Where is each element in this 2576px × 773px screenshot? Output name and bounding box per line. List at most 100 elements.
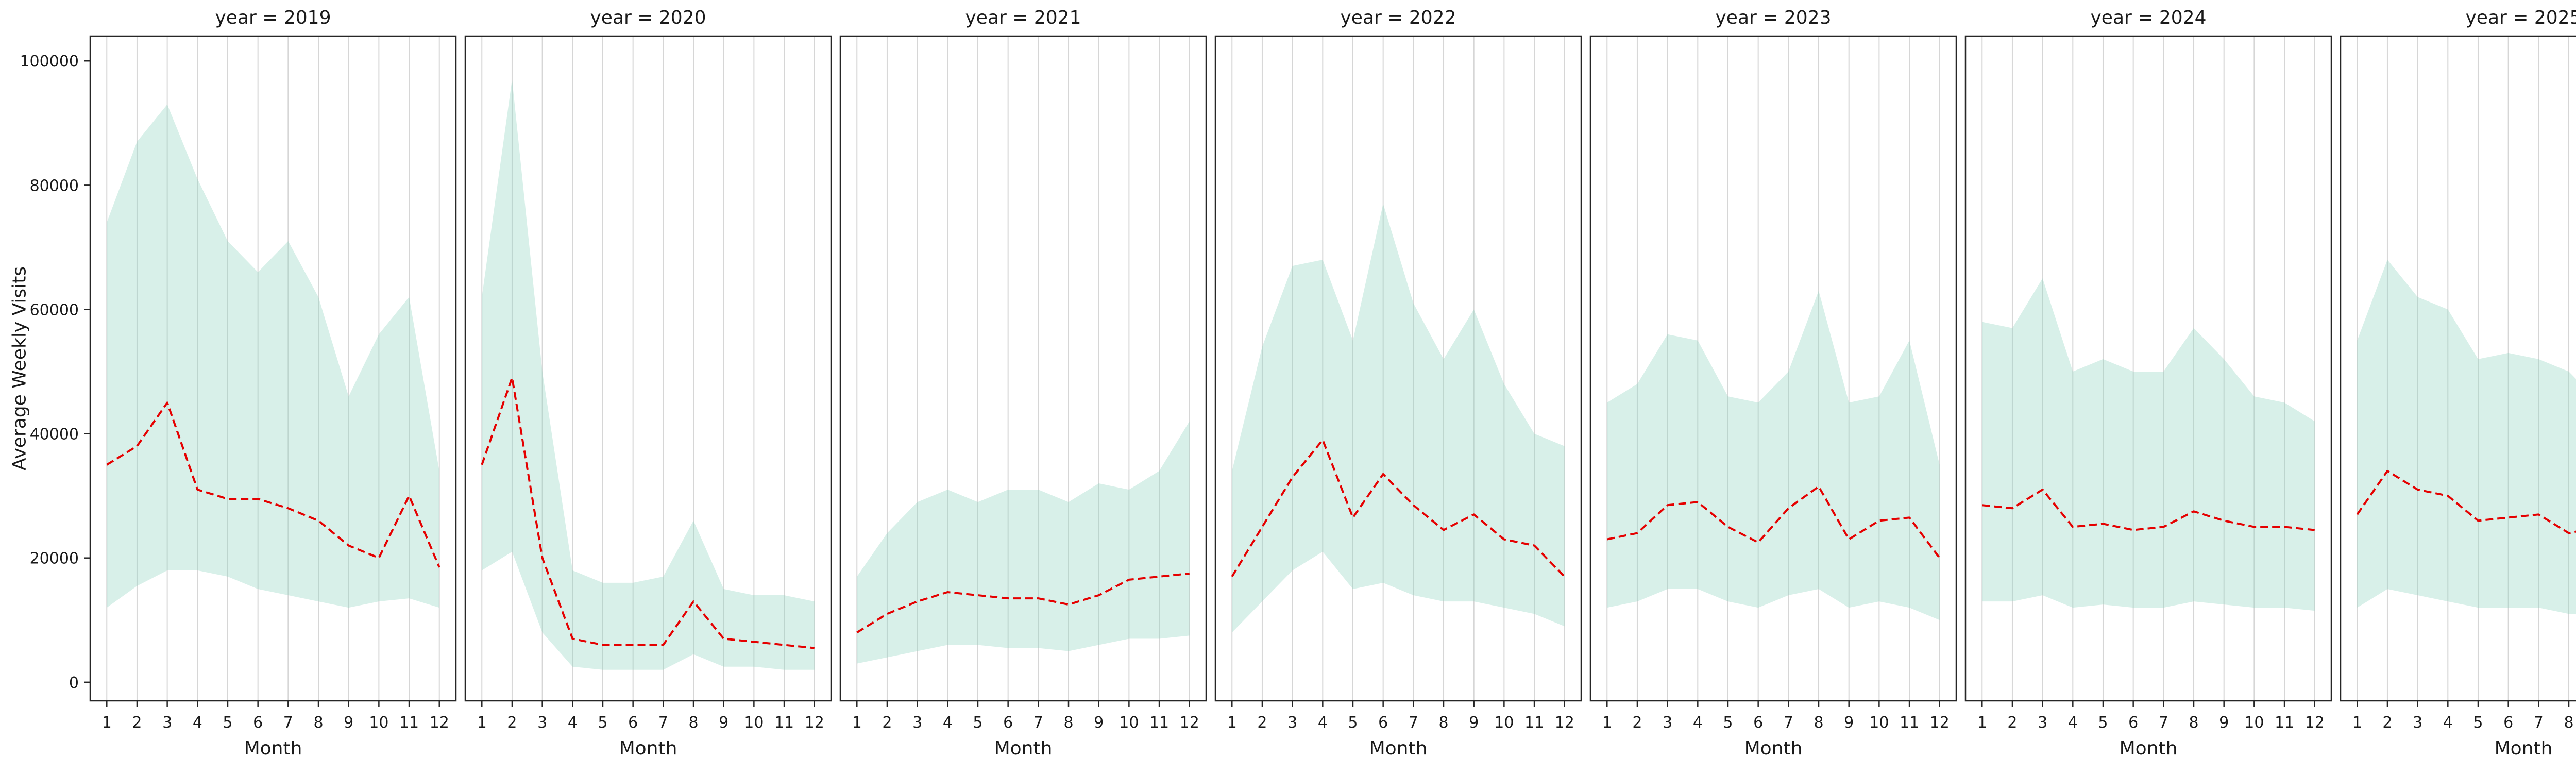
x-tick-label: 1 [1602, 714, 1612, 732]
x-axis-label: Month [1744, 738, 1803, 759]
x-tick-label: 9 [344, 714, 353, 732]
x-tick-label: 8 [313, 714, 323, 732]
x-tick-label: 9 [1469, 714, 1479, 732]
x-tick-label: 6 [253, 714, 263, 732]
x-tick-label: 2 [1257, 714, 1267, 732]
x-tick-label: 7 [658, 714, 668, 732]
y-tick-label: 60000 [30, 301, 79, 319]
x-tick-label: 7 [1033, 714, 1043, 732]
x-axis-label: Month [244, 738, 302, 759]
facet-title: year = 2023 [1716, 7, 1832, 28]
x-tick-label: 11 [2275, 714, 2294, 732]
x-tick-label: 4 [1318, 714, 1328, 732]
x-tick-label: 8 [1814, 714, 1823, 732]
x-tick-label: 8 [1438, 714, 1448, 732]
percentile-band [1607, 291, 1940, 620]
x-tick-label: 4 [943, 714, 953, 732]
x-tick-label: 5 [2473, 714, 2483, 732]
x-axis-label: Month [619, 738, 677, 759]
x-tick-label: 3 [1663, 714, 1672, 732]
x-tick-label: 3 [2413, 714, 2422, 732]
percentile-band [482, 79, 815, 670]
x-tick-label: 7 [1784, 714, 1793, 732]
x-tick-label: 2 [507, 714, 517, 732]
percentile-band [1982, 278, 2315, 611]
facet-title: year = 2024 [2091, 7, 2207, 28]
x-tick-label: 6 [1003, 714, 1013, 732]
x-tick-label: 10 [1119, 714, 1139, 732]
panel-border [1964, 35, 2332, 702]
facet-year-2025: year = 2025123456789101112Month [2340, 7, 2576, 759]
x-tick-label: 4 [193, 714, 202, 732]
median-line [481, 377, 815, 649]
facet-title: year = 2025 [2466, 7, 2576, 28]
x-tick-label: 5 [973, 714, 982, 732]
x-tick-label: 8 [2564, 714, 2573, 732]
x-tick-label: 7 [2159, 714, 2168, 732]
x-tick-label: 4 [2443, 714, 2453, 732]
x-tick-label: 8 [688, 714, 698, 732]
x-tick-label: 1 [852, 714, 862, 732]
facet-title: year = 2020 [590, 7, 706, 28]
facet-title: year = 2022 [1341, 7, 1456, 28]
median-line [856, 572, 1190, 634]
x-tick-label: 4 [1693, 714, 1703, 732]
x-tick-label: 6 [1753, 714, 1763, 732]
x-tick-label: 3 [2038, 714, 2047, 732]
x-tick-label: 3 [1287, 714, 1297, 732]
x-tick-label: 10 [1494, 714, 1514, 732]
x-tick-label: 11 [1524, 714, 1544, 732]
x-tick-label: 12 [2305, 714, 2325, 732]
x-tick-label: 11 [1149, 714, 1169, 732]
y-tick-label: 0 [69, 674, 79, 692]
x-tick-label: 2 [132, 714, 142, 732]
x-tick-label: 3 [537, 714, 547, 732]
percentile-band [1232, 204, 1565, 633]
x-axis-label: Month [2495, 738, 2553, 759]
x-tick-label: 8 [2189, 714, 2198, 732]
y-tick-label: 80000 [30, 177, 79, 195]
x-tick-label: 6 [1378, 714, 1388, 732]
panel-border [89, 35, 457, 702]
x-axis-label: Month [1369, 738, 1428, 759]
median-line [1982, 489, 2315, 531]
x-tick-label: 12 [1555, 714, 1574, 732]
percentile-band [857, 421, 1190, 664]
x-tick-label: 11 [399, 714, 419, 732]
x-tick-label: 10 [744, 714, 764, 732]
x-tick-label: 5 [598, 714, 607, 732]
x-tick-label: 1 [477, 714, 487, 732]
x-tick-label: 10 [2244, 714, 2264, 732]
x-tick-label: 1 [1227, 714, 1237, 732]
x-tick-label: 4 [568, 714, 578, 732]
panel-border [2340, 35, 2576, 702]
panel-border [839, 35, 1207, 702]
median-line [1231, 439, 1566, 578]
panel-border [1214, 35, 1582, 702]
x-tick-label: 10 [1869, 714, 1889, 732]
x-tick-label: 2 [882, 714, 892, 732]
x-tick-label: 1 [2352, 714, 2362, 732]
x-tick-label: 12 [805, 714, 824, 732]
x-tick-label: 1 [1977, 714, 1987, 732]
facet-title: year = 2019 [215, 7, 331, 28]
y-tick-label: 40000 [30, 426, 79, 444]
percentile-band [107, 104, 439, 608]
median-line [2356, 469, 2576, 534]
x-axis-label: Month [994, 738, 1053, 759]
x-tick-label: 12 [1180, 714, 1199, 732]
x-tick-label: 7 [283, 714, 293, 732]
x-tick-label: 3 [912, 714, 922, 732]
panel-border [464, 35, 832, 702]
x-tick-label: 9 [1844, 714, 1854, 732]
x-tick-label: 1 [102, 714, 112, 732]
y-tick-label: 20000 [30, 550, 79, 568]
x-tick-label: 9 [719, 714, 728, 732]
x-axis-label: Month [2120, 738, 2178, 759]
percentile-band [2357, 260, 2576, 614]
x-tick-label: 4 [2068, 714, 2078, 732]
